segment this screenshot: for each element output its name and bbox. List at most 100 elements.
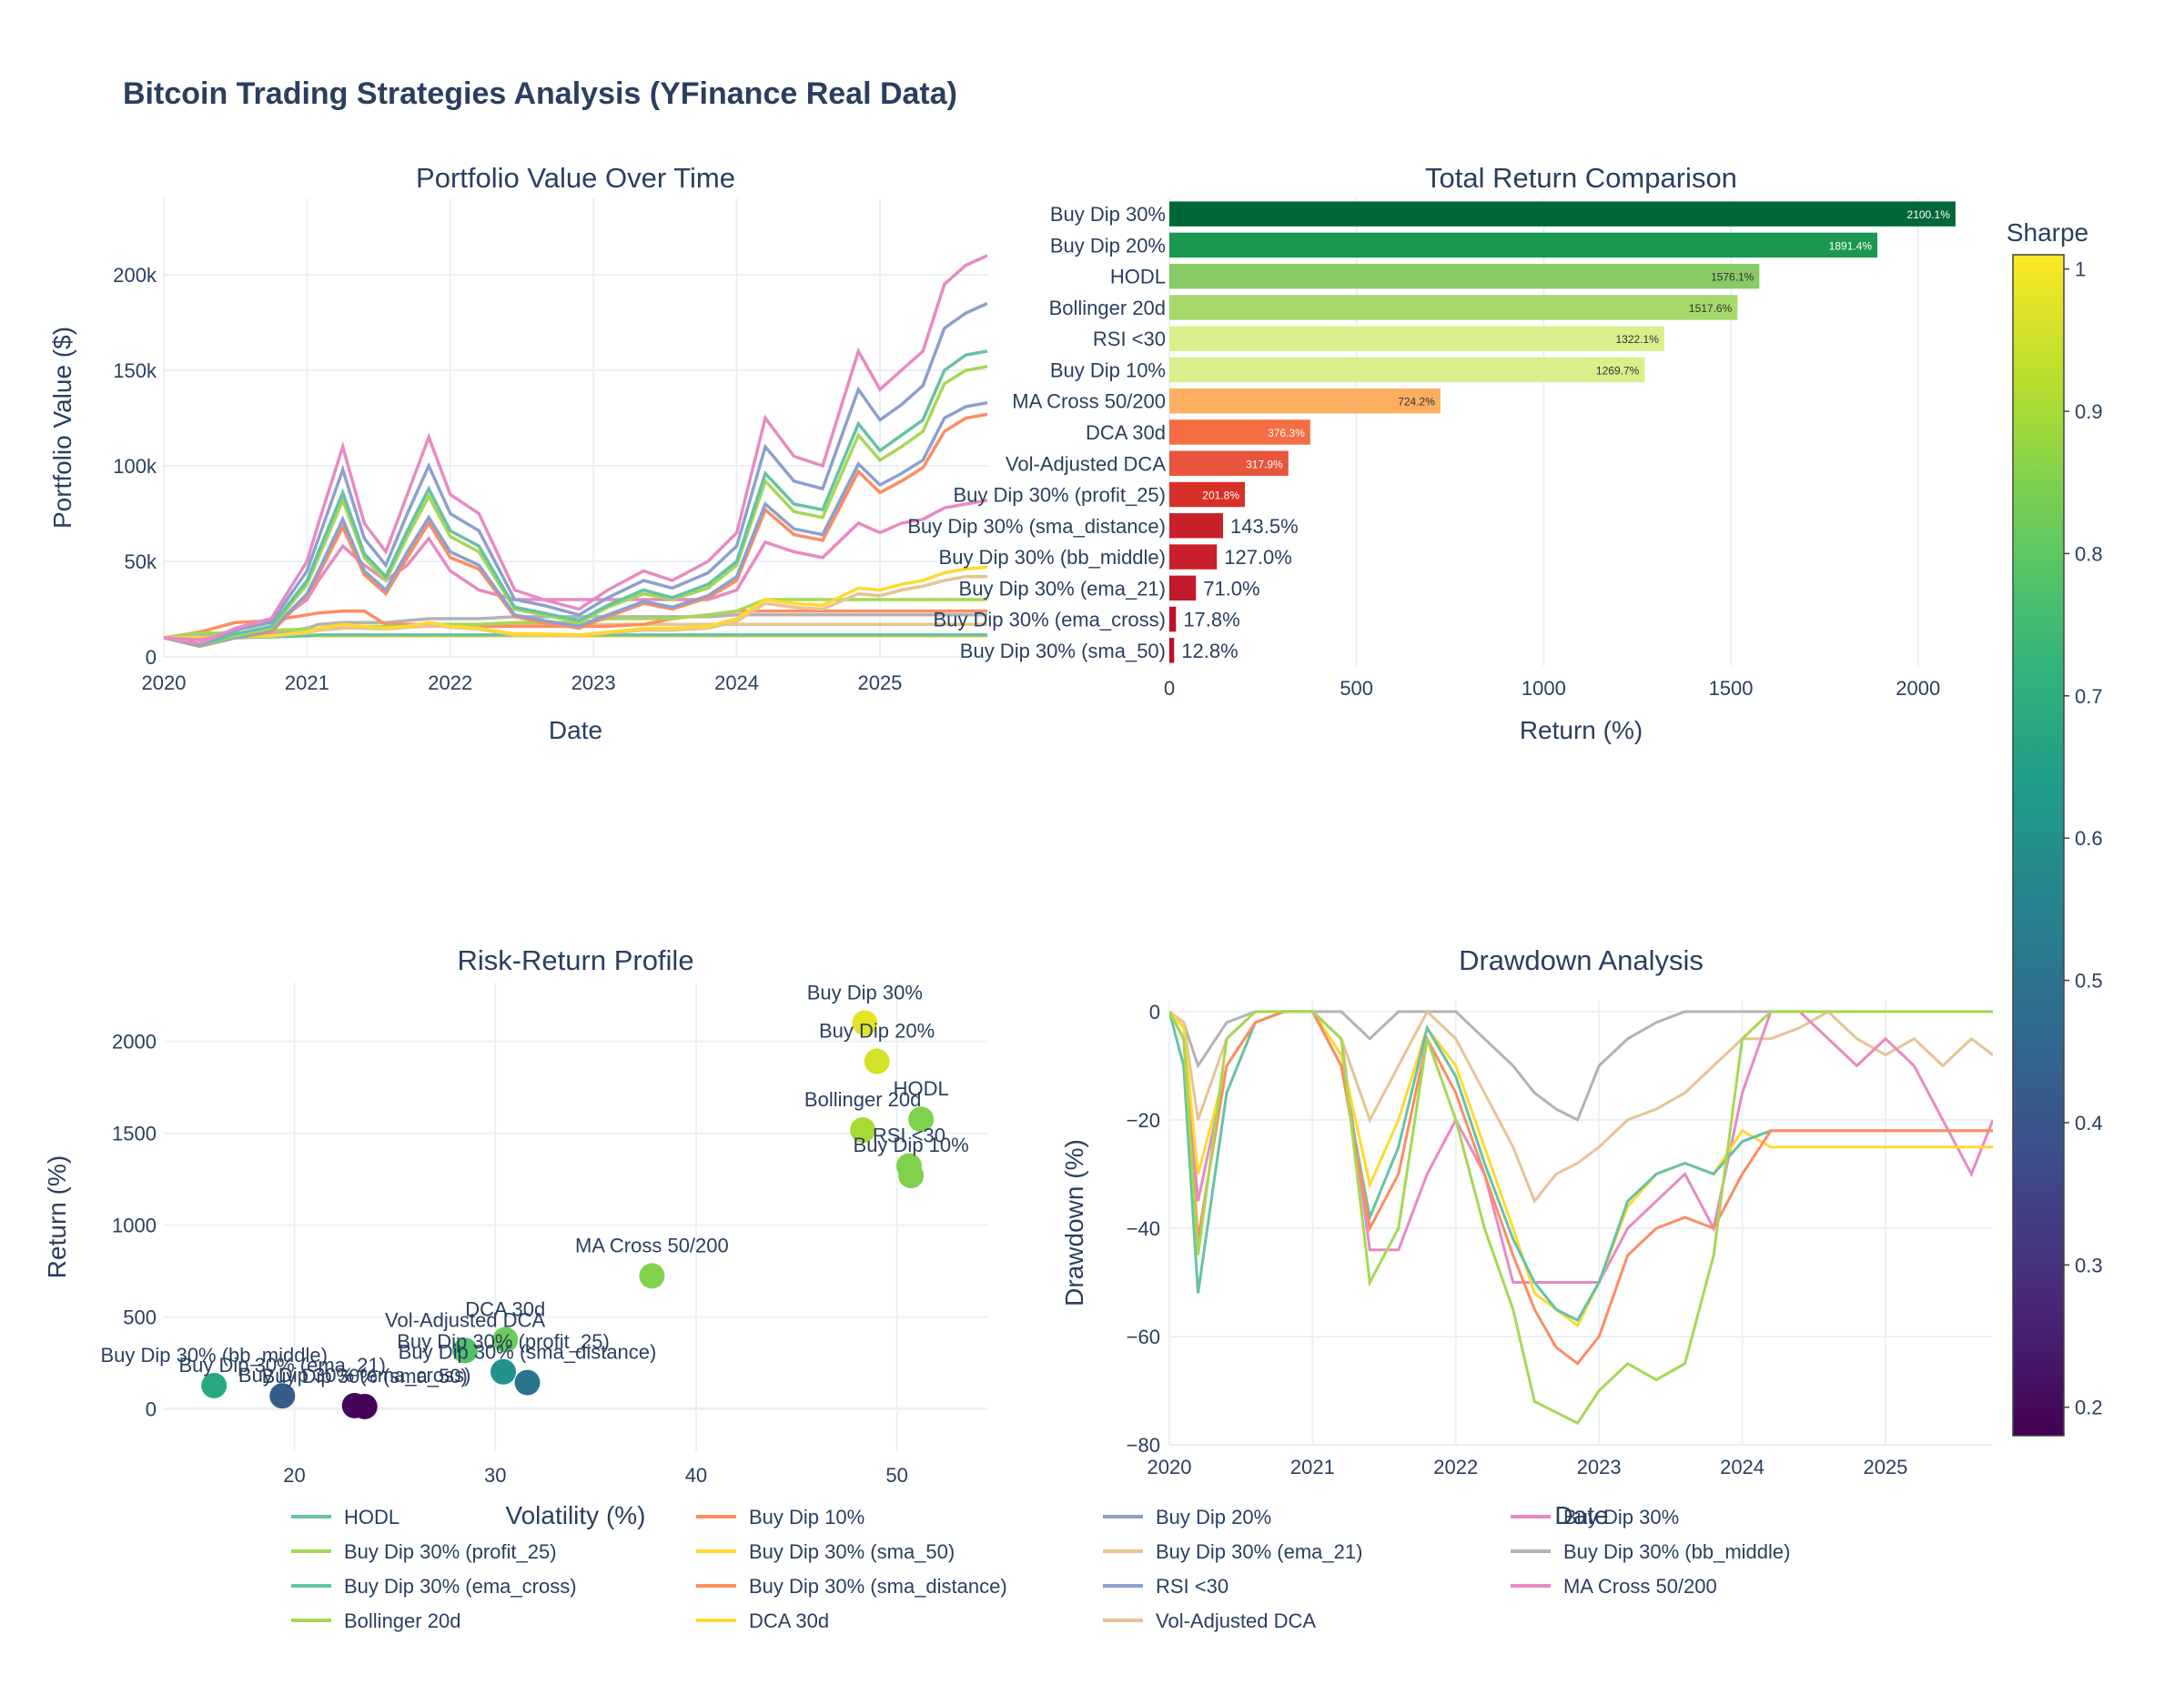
- category-label: Buy Dip 30% (sma_distance): [907, 515, 1166, 538]
- legend-item-buy-dip-30-sma-distance[interactable]: Buy Dip 30% (sma_distance): [696, 1575, 1007, 1598]
- category-label: DCA 30d: [1086, 421, 1166, 444]
- x-tick-label: 500: [1340, 677, 1373, 700]
- legend-label: HODL: [344, 1506, 399, 1528]
- x-tick-label: 0: [1164, 677, 1175, 700]
- point-label: RSI <30: [873, 1125, 945, 1147]
- drawdown-title: Drawdown Analysis: [1459, 944, 1704, 976]
- legend-item-buy-dip-30-ema-21[interactable]: Buy Dip 30% (ema_21): [1103, 1540, 1362, 1563]
- series-line-buy-dip-30-bb-middle: [1169, 1010, 1993, 1122]
- x-tick-label: 1000: [1522, 677, 1566, 700]
- data-label: 71.0%: [1203, 577, 1259, 600]
- point-hodl: [908, 1106, 935, 1133]
- bar-hodl: [1169, 263, 1760, 289]
- colorbar-tick-label: 0.8: [2075, 542, 2103, 565]
- series-line-buy-dip-10: [164, 412, 987, 649]
- bar-buy-dip-30: [1169, 201, 1956, 227]
- legend-label: Buy Dip 30% (bb_middle): [1563, 1540, 1790, 1563]
- point-buy-dip-20: [864, 1048, 890, 1074]
- category-label: Buy Dip 30% (ema_21): [959, 577, 1166, 600]
- data-label: 1576.1%: [1711, 271, 1754, 284]
- colorbar-tick-label: 0.6: [2075, 827, 2103, 850]
- point-label: Buy Dip 30% (profit_25): [397, 1330, 610, 1353]
- bar-bollinger-20d: [1169, 295, 1738, 320]
- legend-item-vol-adjusted-dca[interactable]: Vol-Adjusted DCA: [1103, 1609, 1316, 1632]
- legend-item-dca-30d[interactable]: DCA 30d: [696, 1609, 829, 1632]
- legend-item-hodl[interactable]: HODL: [291, 1506, 399, 1528]
- point-buy-dip-30-bb-middle: [201, 1372, 228, 1398]
- legend-item-buy-dip-30[interactable]: Buy Dip 30%: [1511, 1506, 1679, 1528]
- x-axis-title: Return (%): [1520, 716, 1643, 744]
- risk-title: Risk-Return Profile: [457, 944, 693, 976]
- data-label: 143.5%: [1230, 515, 1299, 538]
- series-line-dca-30d: [164, 565, 987, 640]
- series-line-hodl: [164, 349, 987, 648]
- x-tick-label: 1500: [1709, 677, 1754, 700]
- category-label: Buy Dip 10%: [1050, 358, 1166, 381]
- data-label: 1891.4%: [1829, 239, 1873, 252]
- legend-item-buy-dip-30-profit-25[interactable]: Buy Dip 30% (profit_25): [291, 1540, 557, 1563]
- x-tick-label: 2021: [285, 671, 329, 694]
- category-label: Buy Dip 30% (profit_25): [953, 484, 1166, 507]
- legend-item-buy-dip-30-ema-cross[interactable]: Buy Dip 30% (ema_cross): [291, 1575, 577, 1598]
- category-label: Buy Dip 30% (ema_cross): [933, 609, 1166, 631]
- series-line-buy-dip-30-profit-25: [1169, 1010, 1993, 1426]
- bar-rsi-30: [1169, 326, 1664, 351]
- legend-label: Buy Dip 30% (ema_21): [1156, 1540, 1362, 1563]
- category-label: Buy Dip 30% (bb_middle): [939, 546, 1166, 569]
- point-buy-dip-30-ema-21: [269, 1383, 296, 1409]
- returns-title: Total Return Comparison: [1425, 162, 1737, 194]
- data-label: 2100.1%: [1907, 208, 1951, 221]
- x-tick-label: 2024: [1720, 1456, 1764, 1478]
- y-tick-label: 150k: [113, 359, 157, 382]
- legend-label: Buy Dip 10%: [749, 1506, 864, 1528]
- legend-item-buy-dip-10[interactable]: Buy Dip 10%: [696, 1506, 864, 1528]
- y-axis-title: Portfolio Value ($): [48, 327, 76, 529]
- x-tick-label: 2020: [1148, 1456, 1192, 1478]
- colorbar-tick-label: 0.4: [2075, 1112, 2103, 1135]
- point-label: MA Cross 50/200: [575, 1234, 729, 1256]
- legend-label: Buy Dip 30% (profit_25): [344, 1540, 557, 1563]
- legend-label: Buy Dip 30% (ema_cross): [344, 1575, 577, 1598]
- legend-item-ma-cross-50-200[interactable]: MA Cross 50/200: [1511, 1575, 1717, 1598]
- y-axis-title: Drawdown (%): [1060, 1139, 1088, 1306]
- legend-item-bollinger-20d[interactable]: Bollinger 20d: [291, 1609, 460, 1632]
- data-label: 201.8%: [1202, 489, 1239, 502]
- point-ma-cross-50-200: [639, 1263, 665, 1289]
- point-label: Buy Dip 10%: [854, 1134, 969, 1156]
- legend-item-buy-dip-30-bb-middle[interactable]: Buy Dip 30% (bb_middle): [1511, 1540, 1790, 1563]
- legend[interactable]: HODL Buy Dip 10% Buy Dip 20% Buy Dip 30% Buy…: [291, 1506, 1790, 1632]
- colorbar-tick-label: 0.7: [2075, 685, 2103, 708]
- data-label: 12.8%: [1181, 640, 1238, 662]
- x-tick-label: 50: [885, 1464, 907, 1487]
- y-tick-label: 0: [1149, 1001, 1160, 1024]
- legend-item-buy-dip-20[interactable]: Buy Dip 20%: [1103, 1506, 1271, 1528]
- sharpe-colorbar: Sharpe 0.2 0.3 0.4 0.5 0.6 0.7 0.8 0.9 1: [2007, 218, 2103, 1437]
- point-buy-dip-30-profit-25: [490, 1358, 517, 1385]
- point-buy-dip-10: [898, 1163, 925, 1189]
- bar-buy-dip-30-profit-25: [1169, 481, 1246, 508]
- series-line-bollinger-20d: [164, 365, 987, 648]
- bar-buy-dip-30-sma-distance: [1169, 513, 1224, 539]
- legend-label: Vol-Adjusted DCA: [1156, 1609, 1316, 1632]
- series-line-buy-dip-30-bb-middle: [164, 613, 987, 640]
- point-label: HODL: [894, 1077, 949, 1100]
- colorbar-gradient: [2012, 254, 2065, 1437]
- data-label: 17.8%: [1183, 609, 1239, 631]
- y-tick-label: 100k: [113, 455, 157, 478]
- category-label: RSI <30: [1093, 328, 1166, 350]
- point-dca-30d: [492, 1327, 519, 1353]
- legend-item-buy-dip-30-sma-50[interactable]: Buy Dip 30% (sma_50): [696, 1540, 955, 1563]
- point-label: Buy Dip 30% (bb_middle): [100, 1344, 327, 1367]
- point-label: DCA 30d: [465, 1298, 545, 1321]
- data-label: 127.0%: [1224, 546, 1292, 569]
- series-line-buy-dip-30-sma-distance: [1169, 1010, 1993, 1366]
- bar-buy-dip-30-ema-cross: [1169, 606, 1177, 632]
- y-axis-title: Return (%): [43, 1155, 71, 1278]
- point-label: Buy Dip 30% (sma_50): [262, 1365, 468, 1387]
- series-line-buy-dip-30: [164, 254, 987, 646]
- category-label: Vol-Adjusted DCA: [1006, 452, 1166, 475]
- legend-item-rsi-30[interactable]: RSI <30: [1103, 1575, 1228, 1598]
- y-tick-label: −60: [1127, 1326, 1160, 1348]
- category-label: Buy Dip 30%: [1050, 203, 1166, 226]
